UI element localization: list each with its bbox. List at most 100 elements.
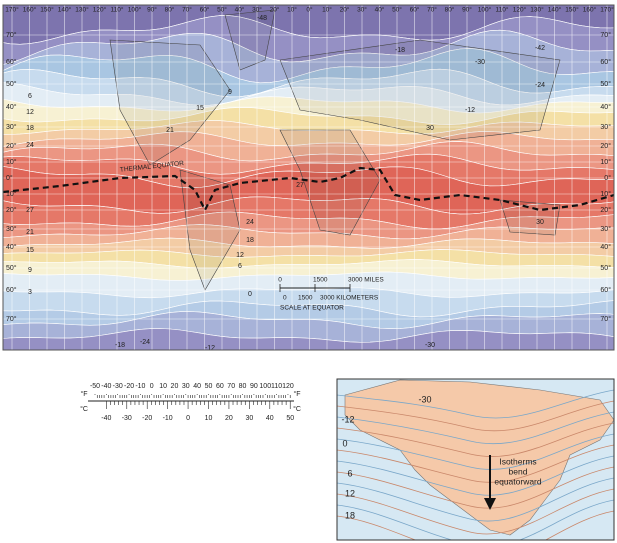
longitude-label: 170° — [600, 6, 614, 14]
latitude-label: 50° — [600, 264, 611, 272]
isotherm-label: -18 — [395, 47, 405, 54]
latitude-label: 20° — [600, 206, 611, 214]
isotherm — [337, 422, 614, 457]
isotherm-label: 9 — [228, 89, 232, 96]
isotherm-label: 18 — [26, 125, 34, 132]
inset-isotherm-label: -12 — [341, 414, 354, 424]
scale-km: 3000 KILOMETERS — [320, 295, 379, 302]
longitude-label: 100° — [478, 6, 492, 14]
celsius-label: 10 — [205, 415, 213, 422]
longitude-label: 60° — [200, 6, 210, 14]
longitude-label: 140° — [548, 6, 562, 14]
map-frame — [2, 4, 615, 351]
longitude-label: 150° — [565, 6, 579, 14]
scale-km: 0 — [283, 295, 287, 302]
longitude-label: 70° — [182, 6, 192, 14]
scale-miles: 1500 — [313, 277, 328, 284]
fahrenheit-label: 20 — [171, 383, 179, 390]
inset-note: bend — [509, 466, 528, 476]
longitude-label: 30° — [252, 6, 262, 14]
latitude-label: 60° — [600, 286, 611, 294]
isotherm-label: -30 — [425, 342, 435, 349]
fahrenheit-unit: °F — [293, 390, 300, 398]
celsius-label: -30 — [122, 415, 132, 422]
inset-isotherm-label: 0 — [342, 438, 347, 448]
latitude-label: 50° — [600, 80, 611, 88]
latitude-label: 50° — [6, 264, 17, 272]
isotherm-label: 18 — [246, 237, 254, 244]
inset-note: Isotherms — [499, 456, 536, 466]
latitude-label: 40° — [600, 243, 611, 251]
isotherm-label: 12 — [26, 109, 34, 116]
latitude-label: 30° — [600, 123, 611, 131]
latitude-label: 30° — [600, 225, 611, 233]
inset-note: equatorward — [494, 476, 542, 486]
isotherm — [337, 444, 614, 483]
isotherm — [337, 466, 614, 509]
isotherm-label: -18 — [115, 342, 125, 349]
isotherm-label: 6 — [28, 93, 32, 100]
thermometer-scale: -50 -40 -30 -20 -10 0 10 20 30 40 50 60 70 80 90 100 110… — [80, 383, 301, 422]
isotherm — [337, 389, 614, 419]
land — [499, 199, 561, 236]
longitude-label: 20° — [340, 6, 350, 14]
fahrenheit-label: -40 — [101, 383, 111, 390]
isotherm — [337, 433, 614, 470]
temperature-band — [3, 328, 614, 350]
longitude-label: 130° — [75, 6, 89, 14]
scale-miles: 3000 MILES — [348, 277, 384, 284]
latitude-label: 50° — [6, 80, 17, 88]
isotherm-label: -48 — [257, 15, 267, 22]
fahrenheit-label: -10 — [135, 383, 145, 390]
isotherm-label: 30 — [426, 125, 434, 132]
isotherm-label: 27 — [296, 182, 304, 189]
fahrenheit-label: -50 — [90, 383, 100, 390]
land — [224, 9, 276, 71]
longitude-label: 10° — [287, 6, 297, 14]
latitude-label: 30° — [6, 123, 17, 131]
fahrenheit-unit: °F — [80, 390, 87, 398]
isotherm-label: 6 — [238, 263, 242, 270]
fahrenheit-label: 80 — [239, 383, 247, 390]
longitude-label: 100° — [128, 6, 142, 14]
longitude-label: 150° — [40, 6, 54, 14]
fahrenheit-label: 40 — [193, 383, 201, 390]
isotherm — [337, 488, 614, 535]
longitude-label: 170° — [5, 6, 19, 14]
latitude-label: 60° — [6, 58, 17, 66]
longitude-label: 120° — [513, 6, 527, 14]
isotherm-label: -12 — [205, 345, 215, 352]
isotherm — [337, 477, 614, 522]
land — [279, 39, 561, 141]
isotherm-label: -30 — [475, 59, 485, 66]
longitude-label: 160° — [583, 6, 597, 14]
longitude-label: 160° — [23, 6, 37, 14]
inset-isotherm-label: -30 — [418, 394, 431, 404]
fahrenheit-label: 50 — [205, 383, 213, 390]
longitude-label: 110° — [111, 6, 124, 14]
longitude-label: 130° — [530, 6, 544, 14]
longitude-label: 80° — [165, 6, 175, 14]
celsius-label: 40 — [266, 415, 274, 422]
isotherm-label: 15 — [196, 105, 204, 112]
fahrenheit-label: 100 — [259, 383, 271, 390]
latitude-label: 30° — [6, 225, 17, 233]
isotherm-label: -12 — [465, 107, 475, 114]
isotherm-label: 0 — [248, 291, 252, 298]
longitude-label: 110° — [496, 6, 509, 14]
celsius-unit: °C — [80, 405, 88, 413]
longitude-label: 60° — [410, 6, 420, 14]
isotherm-label: -24 — [140, 339, 150, 346]
latitude-label: 10° — [600, 190, 611, 198]
inset-isotherm-label: 12 — [345, 488, 355, 498]
fahrenheit-label: -30 — [113, 383, 123, 390]
fahrenheit-label: 30 — [182, 383, 190, 390]
latitude-label: 40° — [6, 103, 17, 111]
longitude-label: 20° — [270, 6, 280, 14]
latitude-label: 10° — [600, 158, 611, 166]
longitude-label: 90° — [147, 6, 157, 14]
isotherm-label: -24 — [535, 82, 545, 89]
latitude-label: 60° — [6, 286, 17, 294]
isotherm-label: -42 — [535, 45, 545, 52]
